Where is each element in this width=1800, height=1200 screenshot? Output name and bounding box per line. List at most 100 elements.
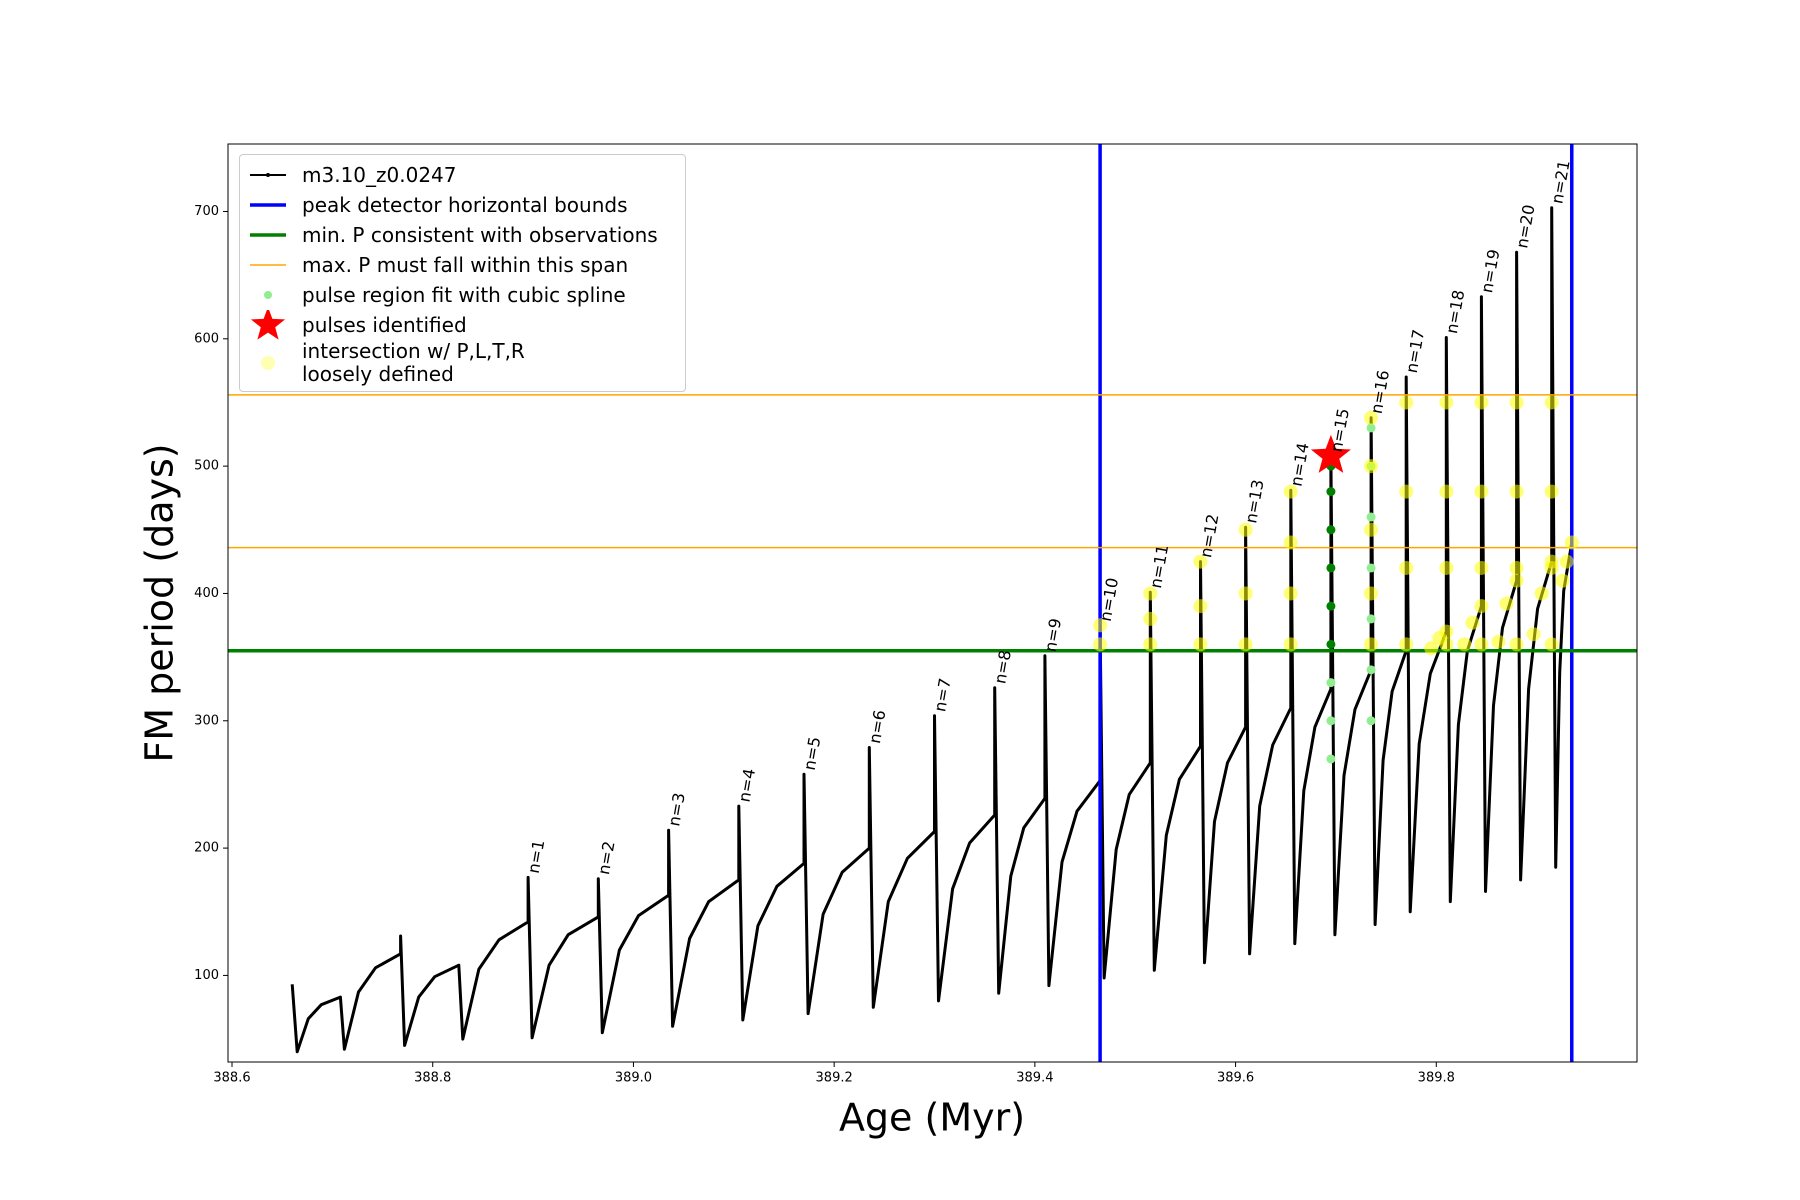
intersection-point bbox=[1238, 586, 1253, 601]
intersection-point bbox=[1238, 637, 1253, 652]
legend-label: intersection w/ P,L,T,R loosely defined bbox=[302, 339, 525, 386]
intersection-point bbox=[1364, 410, 1379, 425]
spline-point bbox=[1326, 716, 1336, 726]
intersection-point bbox=[1439, 484, 1454, 499]
pulse-label: n=15 bbox=[1327, 407, 1353, 454]
intersection-point bbox=[1509, 560, 1524, 575]
legend-entry: peak detector horizontal bounds bbox=[240, 190, 685, 220]
y-tick-label: 300 bbox=[194, 713, 219, 728]
legend-swatch bbox=[250, 264, 286, 266]
pulse-label: n=18 bbox=[1442, 288, 1468, 335]
legend-swatch bbox=[250, 173, 286, 177]
intersection-point bbox=[1399, 560, 1414, 575]
pulse-label: n=21 bbox=[1547, 159, 1573, 206]
pulse-star bbox=[1310, 434, 1351, 473]
x-tick-label: 389.6 bbox=[1217, 1071, 1254, 1086]
intersection-point bbox=[1283, 586, 1298, 601]
legend-marker bbox=[266, 173, 270, 177]
spline-point bbox=[1366, 423, 1376, 433]
pulse-label: n=14 bbox=[1286, 441, 1312, 488]
legend-label: max. P must fall within this span bbox=[302, 252, 629, 277]
intersection-point bbox=[1509, 637, 1524, 652]
spline-point bbox=[1326, 601, 1336, 611]
legend-label: m3.10_z0.0247 bbox=[302, 162, 457, 187]
intersection-point bbox=[1465, 615, 1480, 630]
intersection-point bbox=[1457, 637, 1472, 652]
pulse-label: n=5 bbox=[800, 735, 825, 772]
legend-marker bbox=[250, 310, 286, 340]
spline-point bbox=[1366, 614, 1376, 624]
intersection-point bbox=[1544, 637, 1559, 652]
intersection-point bbox=[1474, 484, 1489, 499]
legend-entry: pulse region fit with cubic spline bbox=[240, 280, 685, 310]
y-tick-label: 700 bbox=[194, 204, 219, 219]
pulse-label: n=19 bbox=[1477, 248, 1503, 295]
intersection-point bbox=[1399, 395, 1414, 410]
x-tick-label: 389.0 bbox=[615, 1071, 652, 1086]
intersection-point bbox=[1399, 637, 1414, 652]
intersection-point bbox=[1283, 535, 1298, 550]
y-axis-label: FM period (days) bbox=[138, 443, 182, 762]
intersection-point bbox=[1364, 586, 1379, 601]
pulse-label: n=2 bbox=[594, 840, 619, 877]
legend-entry: m3.10_z0.0247 bbox=[240, 160, 685, 190]
intersection-point bbox=[1491, 634, 1506, 649]
intersection-point bbox=[1399, 484, 1414, 499]
intersection-point bbox=[1555, 573, 1570, 588]
spline-point bbox=[1366, 512, 1376, 522]
legend-marker bbox=[261, 356, 275, 370]
y-tick-label: 200 bbox=[194, 841, 219, 856]
intersection-point bbox=[1093, 618, 1108, 633]
intersection-point bbox=[1439, 560, 1454, 575]
intersection-point bbox=[1474, 560, 1489, 575]
legend-label: pulses identified bbox=[302, 312, 467, 337]
pulse-label: n=6 bbox=[865, 708, 890, 745]
pulse-label: n=20 bbox=[1512, 203, 1538, 250]
spline-point bbox=[1326, 639, 1336, 649]
intersection-point bbox=[1439, 624, 1454, 639]
intersection-point bbox=[1544, 554, 1559, 569]
legend-entry: max. P must fall within this span bbox=[240, 250, 685, 280]
intersection-point bbox=[1474, 637, 1489, 652]
legend-swatch bbox=[250, 203, 286, 207]
intersection-point bbox=[1424, 641, 1439, 656]
spline-point bbox=[1326, 563, 1336, 573]
intersection-point bbox=[1143, 637, 1158, 652]
pulse-label: n=12 bbox=[1196, 513, 1222, 560]
intersection-point bbox=[1509, 484, 1524, 499]
plot-area bbox=[228, 144, 1637, 1062]
pulse-label: n=17 bbox=[1402, 328, 1428, 375]
y-tick-label: 600 bbox=[194, 331, 219, 346]
spline-point bbox=[1326, 487, 1336, 497]
x-tick-label: 389.2 bbox=[816, 1071, 853, 1086]
intersection-point bbox=[1283, 637, 1298, 652]
x-tick-label: 389.8 bbox=[1418, 1071, 1455, 1086]
pulse-label: n=1 bbox=[524, 838, 549, 875]
spline-point bbox=[1326, 678, 1336, 688]
intersection-point bbox=[1509, 395, 1524, 410]
pulse-label: n=13 bbox=[1241, 478, 1267, 525]
plot-frame bbox=[227, 143, 1638, 1063]
intersection-point bbox=[1564, 535, 1579, 550]
intersection-point bbox=[1143, 586, 1158, 601]
y-tick-label: 100 bbox=[194, 968, 219, 983]
legend-swatch bbox=[261, 356, 275, 370]
pulse-label: n=8 bbox=[990, 649, 1015, 686]
intersection-point bbox=[1093, 637, 1108, 652]
intersection-point bbox=[1544, 484, 1559, 499]
spline-point bbox=[1366, 665, 1376, 675]
y-tick-label: 500 bbox=[194, 459, 219, 474]
intersection-point bbox=[1526, 627, 1541, 642]
pulse-label: n=16 bbox=[1367, 369, 1393, 416]
x-tick-label: 389.4 bbox=[1016, 1071, 1053, 1086]
legend-swatch bbox=[250, 233, 286, 237]
intersection-point bbox=[1544, 395, 1559, 410]
spline-point bbox=[1366, 716, 1376, 726]
intersection-point bbox=[1499, 596, 1514, 611]
legend-marker bbox=[264, 291, 272, 299]
legend-entry: intersection w/ P,L,T,R loosely defined bbox=[240, 340, 685, 386]
intersection-point bbox=[1364, 522, 1379, 537]
